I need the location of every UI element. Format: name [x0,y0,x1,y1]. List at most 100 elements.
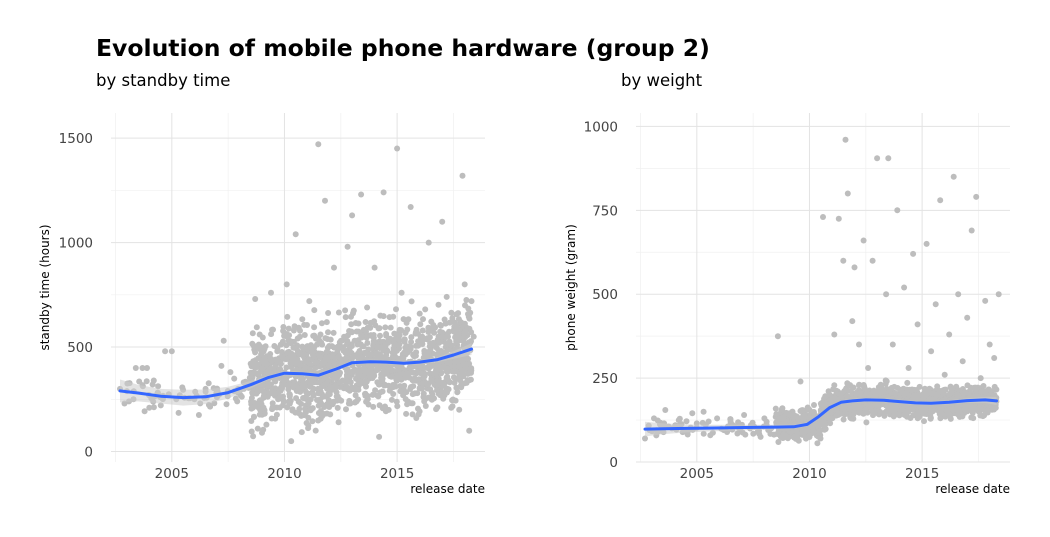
data-point [382,403,388,410]
data-point [139,365,146,371]
data-point [420,316,426,323]
y-axis-label: standby time (hours) [38,224,52,350]
data-point [801,412,808,419]
y-tick-label: 500 [67,340,93,356]
data-point [268,415,275,422]
data-point [348,313,354,320]
data-point [294,335,301,342]
data-point [707,432,714,439]
data-point [355,411,362,418]
data-point [851,264,858,271]
data-point [340,344,347,351]
data-point [370,334,377,341]
data-point [348,343,355,350]
data-point [376,402,383,409]
data-point [269,400,276,407]
data-point [341,333,348,340]
data-point [275,389,282,396]
data-point [389,383,396,390]
data-point [822,426,829,432]
data-point [754,428,761,435]
data-point [803,434,810,441]
data-point [847,382,854,389]
data-point [377,332,383,339]
data-point [404,371,411,378]
data-point [816,429,823,436]
data-point [355,320,362,327]
data-point [408,334,415,341]
data-point [390,313,397,320]
data-point [415,330,421,337]
data-point [285,386,292,393]
data-point [295,324,302,331]
data-point [838,394,845,401]
data-point [937,197,944,204]
data-point [353,328,360,335]
x-tick-label: 2010 [792,466,826,482]
data-point [784,433,790,440]
data-point [452,327,459,334]
data-point [919,391,926,398]
data-point [358,191,365,198]
data-point [869,257,876,264]
data-point [370,403,377,410]
data-point [331,344,338,351]
data-point [261,410,268,417]
data-point [430,339,437,346]
data-point [979,388,985,395]
data-point [317,331,324,338]
data-point [355,380,362,387]
data-point [822,400,828,407]
x-tick-label: 2015 [380,466,414,482]
data-point [437,328,444,335]
data-point [459,172,466,179]
data-point [771,431,777,438]
data-point [268,331,275,338]
data-point [330,329,337,336]
data-point [376,433,383,440]
data-point [270,326,276,333]
data-point [400,316,407,323]
data-point [461,366,468,373]
data-point [921,418,927,425]
data-point [320,393,327,400]
data-point [344,243,351,250]
data-point [307,396,314,403]
data-point [797,378,804,385]
data-point [461,281,468,288]
data-point [840,416,847,423]
data-point [820,214,826,220]
data-point [309,351,316,358]
panel-standby: 2005 2010 2015 0 500 1000 1500 release date stan… [38,113,485,496]
data-point [437,322,444,329]
data-point [325,353,332,360]
data-point [946,391,953,398]
data-point [927,414,934,421]
data-point [315,390,322,397]
data-point [700,430,707,437]
data-point [761,415,768,422]
data-point [322,335,329,342]
data-point [774,333,781,340]
data-point [734,430,741,437]
data-point [986,341,993,348]
data-point [466,427,473,434]
data-point [394,403,401,410]
data-point [353,398,360,405]
data-point [450,396,456,403]
data-point [910,393,917,400]
data-point [863,419,870,426]
data-point [441,364,448,371]
data-point [433,368,440,374]
data-point [452,368,459,375]
data-point [384,347,391,354]
data-point [312,427,319,434]
data-point [360,326,367,333]
data-point [915,414,922,421]
panel-weight: 2005 2010 2015 0 250 500 750 1000 release date ph… [564,113,1010,496]
data-point [416,310,423,317]
x-tick-label: 2005 [680,466,714,482]
data-point [959,413,966,420]
y-axis-label: phone weight (gram) [564,224,578,351]
data-point [950,173,957,180]
